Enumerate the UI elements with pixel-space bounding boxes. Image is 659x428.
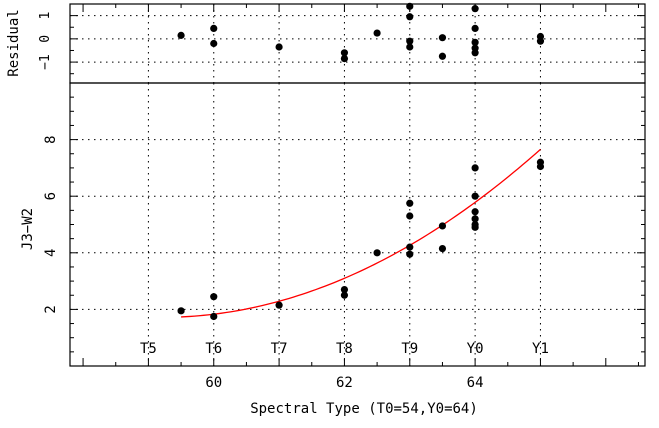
data-point: [406, 243, 414, 251]
fit-curve-layer: [181, 148, 541, 318]
data-point: [536, 162, 545, 171]
residual-point: [438, 34, 447, 42]
data-point: [177, 307, 185, 315]
main-points: [177, 158, 545, 321]
residual-point: [210, 24, 218, 32]
y-tick-label: 8: [43, 135, 59, 143]
spectral-type-label: Y0: [467, 341, 484, 357]
data-point: [373, 249, 381, 257]
residual-point: [471, 49, 479, 57]
residual-point: [275, 43, 283, 51]
residual-point: [406, 43, 414, 51]
data-point: [471, 215, 479, 223]
x-tick-label: 64: [467, 375, 484, 391]
data-point: [438, 222, 447, 230]
data-point: [438, 244, 447, 253]
spectral-type-label: T9: [401, 341, 418, 357]
data-point: [471, 223, 479, 231]
residual-point: [471, 24, 479, 32]
residual-point: [406, 2, 414, 10]
main-frame: [69, 82, 646, 367]
main-grid: [70, 83, 645, 366]
plot-frames: [69, 3, 646, 367]
residual-points: [177, 2, 545, 63]
x-axis-label: Spectral Type (T0=54,Y0=64): [250, 401, 478, 417]
data-point: [275, 301, 283, 309]
data-point: [471, 192, 479, 200]
residual-point: [406, 13, 414, 21]
data-point: [340, 291, 349, 299]
data-point: [210, 312, 218, 321]
data-point: [406, 250, 414, 258]
residual-point: [471, 5, 479, 13]
data-point: [406, 212, 414, 220]
residual-point: [471, 38, 479, 46]
residual-point: [210, 39, 218, 48]
x-tick-label: 62: [336, 375, 353, 391]
residual-point: [340, 49, 349, 57]
y-tick-label: 4: [43, 249, 59, 257]
residual-point: [406, 37, 414, 45]
data-point: [471, 208, 479, 216]
residual-point: [340, 55, 349, 63]
data-point: [340, 285, 349, 294]
spectral-type-label: Y1: [532, 341, 549, 357]
x-tick-label: 60: [205, 375, 222, 391]
y-tick-label: 2: [43, 305, 59, 313]
data-point: [210, 293, 218, 301]
residual-point: [177, 31, 185, 39]
axis-labels: Residual J3−W2 Spectral Type (T0=54,Y0=6…: [6, 9, 549, 417]
residual-y-tick-label: 1: [38, 12, 53, 20]
residual-point: [373, 29, 381, 37]
residual-y-tick-label: 0: [38, 35, 53, 43]
fit-curve: [181, 148, 541, 318]
residual-y-axis-label: Residual: [6, 9, 22, 76]
spectral-type-label: T7: [271, 341, 288, 357]
main-y-axis-label: J3−W2: [20, 208, 36, 250]
axis-ticks: [70, 3, 645, 366]
data-point: [471, 164, 479, 172]
residual-y-tick-label: −1: [38, 54, 53, 70]
spectral-type-label: T6: [205, 341, 222, 357]
residual-frame: [69, 3, 646, 84]
y-tick-label: 6: [43, 192, 59, 200]
data-point: [406, 199, 414, 207]
spectral-type-label: T8: [336, 341, 353, 357]
residual-point: [438, 52, 447, 60]
spectral-type-label: T5: [140, 341, 157, 357]
residual-grid: [70, 4, 645, 83]
residual-point: [536, 37, 545, 45]
